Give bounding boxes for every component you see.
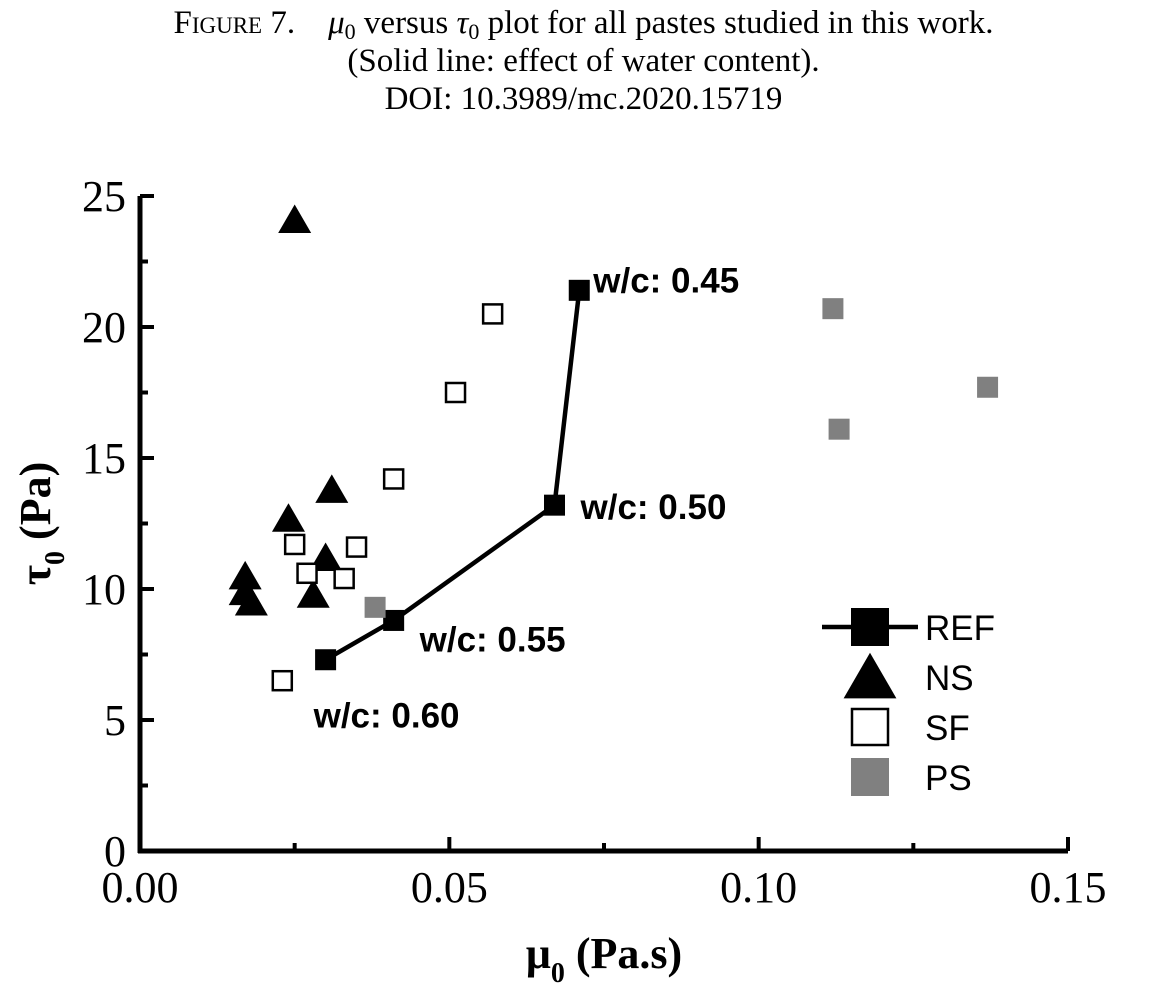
point-ref <box>544 494 566 516</box>
caption-tau-sub: 0 <box>468 19 480 44</box>
point-sf <box>444 381 467 404</box>
y-tick-label: 5 <box>104 696 126 745</box>
y-axis-title: τ0 (Pa) <box>11 462 71 585</box>
legend: REF NS SF PS <box>822 608 995 798</box>
annotation-label: w/c: 0.60 <box>313 697 460 736</box>
caption-line-1: Figure 7. μ0 versus τ0 plot for all past… <box>0 4 1167 44</box>
point-ns <box>271 503 305 532</box>
series-ns <box>228 204 349 616</box>
caption-mu-sub: 0 <box>344 19 356 44</box>
annotation-label: w/c: 0.55 <box>419 620 566 659</box>
point-ps <box>828 418 850 440</box>
annotation-label: w/c: 0.50 <box>580 488 727 527</box>
caption-rest: plot for all pastes studied in this work… <box>479 5 994 41</box>
point-ref <box>383 609 405 631</box>
point-ps <box>822 298 844 320</box>
y-tick-label: 25 <box>82 172 126 221</box>
x-tick-label: 0.00 <box>102 863 179 912</box>
x-title-sub: 0 <box>551 958 565 989</box>
x-tick-label: 0.15 <box>1030 863 1107 912</box>
figure-caption: Figure 7. μ0 versus τ0 plot for all past… <box>0 4 1167 118</box>
x-axis-title: μ0 (Pa.s) <box>526 929 682 989</box>
legend-label: NS <box>925 659 974 698</box>
legend-label: REF <box>925 609 995 648</box>
x-title-symbol: μ <box>526 929 551 978</box>
legend-marker <box>851 608 889 646</box>
legend-item-ref: REF <box>822 608 995 648</box>
series-ref <box>315 279 590 671</box>
legend-item-sf: SF <box>850 707 970 748</box>
series-ps <box>364 298 999 618</box>
point-sf <box>283 533 306 556</box>
legend-marker <box>850 707 890 747</box>
point-ps <box>364 596 386 618</box>
legend-marker <box>851 758 889 796</box>
y-title-unit: (Pa) <box>11 462 60 551</box>
caption-mu: μ <box>328 5 345 41</box>
y-tick-label: 15 <box>82 434 126 483</box>
y-tick-label: 20 <box>82 303 126 352</box>
point-sf <box>271 669 294 692</box>
legend-item-ps: PS <box>851 758 972 798</box>
x-title-unit: (Pa.s) <box>565 929 682 978</box>
point-ns <box>315 474 349 503</box>
caption-line-2: (Solid line: effect of water content). <box>347 43 820 79</box>
point-sf <box>345 536 368 558</box>
figure-label: Figure 7. <box>173 5 296 41</box>
y-title-symbol: τ <box>11 565 60 585</box>
point-ref <box>568 279 590 301</box>
x-tick-label: 0.10 <box>720 863 797 912</box>
caption-tau: τ <box>456 5 469 41</box>
point-sf <box>296 562 318 585</box>
caption-versus: versus <box>355 5 457 41</box>
point-sf <box>382 468 405 490</box>
tick-marks <box>138 194 1070 853</box>
point-ns <box>296 579 330 608</box>
point-ref <box>315 649 337 671</box>
y-tick-label: 0 <box>104 827 126 876</box>
point-ns <box>228 560 262 590</box>
point-ns <box>278 204 312 234</box>
point-ps <box>977 376 999 398</box>
y-tick-label: 10 <box>82 565 126 614</box>
point-sf <box>333 567 355 590</box>
legend-marker <box>843 652 897 699</box>
data-series <box>228 204 999 692</box>
legend-item-ns: NS <box>843 652 974 699</box>
tick-labels: 0 5 10 15 20 25 0.00 0.05 0.10 0.15 <box>82 172 1107 912</box>
caption-doi: DOI: 10.3989/mc.2020.15719 <box>384 81 783 117</box>
annotation-label: w/c: 0.45 <box>592 261 739 300</box>
series-line-ref <box>324 290 582 662</box>
legend-label: SF <box>925 709 970 748</box>
legend-label: PS <box>925 759 972 798</box>
point-ns <box>234 587 268 616</box>
y-title-sub: 0 <box>40 551 71 565</box>
annotations: w/c: 0.45 w/c: 0.50 w/c: 0.55 w/c: 0.60 <box>313 261 740 735</box>
series-sf <box>271 303 504 692</box>
point-sf <box>481 303 504 325</box>
x-tick-label: 0.05 <box>411 863 488 912</box>
